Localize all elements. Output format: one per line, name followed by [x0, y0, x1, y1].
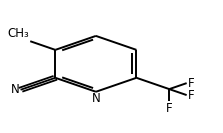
- Text: F: F: [166, 102, 173, 115]
- Text: F: F: [188, 89, 194, 102]
- Text: N: N: [91, 92, 100, 105]
- Text: F: F: [188, 77, 194, 90]
- Text: CH₃: CH₃: [7, 27, 29, 40]
- Text: N: N: [11, 83, 19, 96]
